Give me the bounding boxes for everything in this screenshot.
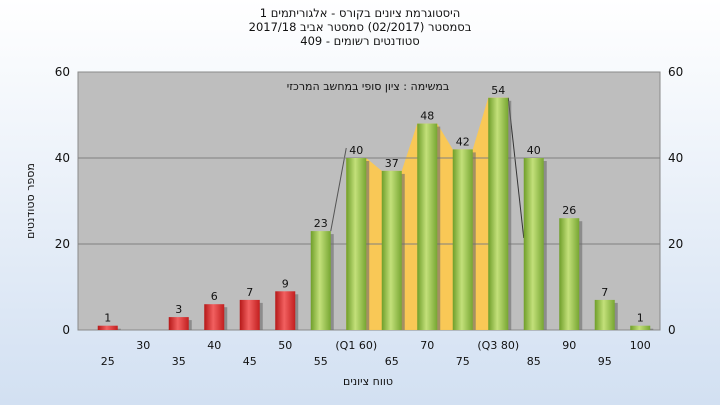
y-tick-label-left: 20 [55, 237, 70, 251]
bar-value-label: 1 [637, 312, 644, 325]
bar-value-label: 54 [491, 84, 505, 97]
bar-value-label: 9 [282, 277, 289, 290]
chart-title-line-1: היסטוגרמת ציונים בקורס - אלגוריתמים 1 [259, 6, 461, 20]
bar-value-label: 1 [104, 312, 111, 325]
y-tick-label-right: 40 [668, 151, 683, 165]
bar [97, 325, 118, 330]
chart-title-line-3: סטודנטים רשומים - 409 [300, 34, 420, 48]
y-axis-title: מספר סטודנטים [24, 163, 37, 239]
x-tick-label: 55 [314, 355, 328, 368]
bar-value-label: 40 [527, 144, 541, 157]
y-tick-label-left: 40 [55, 151, 70, 165]
x-tick-label: 90 [562, 339, 576, 352]
band-connector-left [330, 147, 347, 232]
x-tick-label: (Q3 80) [477, 339, 519, 352]
bar [630, 325, 651, 330]
bar-value-label: 7 [246, 286, 253, 299]
bar [452, 149, 473, 330]
x-tick-label: 85 [527, 355, 541, 368]
bar-value-label: 42 [456, 135, 470, 148]
chart-title-block: היסטוגרמת ציונים בקורס - אלגוריתמים 1 בס… [0, 6, 720, 48]
bar [417, 123, 438, 330]
x-tick-label: 100 [630, 339, 651, 352]
bar-value-label: 7 [601, 286, 608, 299]
bar-value-label: 48 [420, 110, 434, 123]
bar [239, 299, 260, 330]
bar-value-label: 23 [314, 217, 328, 230]
bar-value-label: 26 [562, 204, 576, 217]
bar [346, 158, 367, 330]
x-tick-label: 30 [136, 339, 150, 352]
x-tick-label: 95 [598, 355, 612, 368]
bar [204, 304, 225, 330]
bar-value-label: 37 [385, 157, 399, 170]
bar [488, 97, 509, 330]
y-tick-label-right: 60 [668, 65, 683, 79]
y-tick-label-right: 20 [668, 237, 683, 251]
y-tick-label-left: 60 [55, 65, 70, 79]
x-tick-label: 50 [278, 339, 292, 352]
x-tick-label: 70 [420, 339, 434, 352]
y-tick-label-right: 0 [668, 323, 676, 337]
x-tick-label: 75 [456, 355, 470, 368]
bar [275, 291, 296, 330]
bar [594, 299, 615, 330]
bar-value-label: 6 [211, 290, 218, 303]
x-tick-label: 45 [243, 355, 257, 368]
chart-title-line-2: בסמסטר (02/2017) סמסטר אביב 2017/18 [248, 20, 472, 34]
x-tick-label: 25 [101, 355, 115, 368]
bar-value-label: 40 [349, 144, 363, 157]
x-axis-title: טווח ציונים [343, 375, 393, 388]
x-tick-label: 65 [385, 355, 399, 368]
chart-annotation: במשימה : ציון סופי במחשב המרכזי [287, 80, 450, 93]
bar [559, 218, 580, 330]
x-tick-label: (Q1 60) [335, 339, 377, 352]
bar [168, 317, 189, 330]
bar-value-label: 3 [175, 303, 182, 316]
x-tick-label: 40 [207, 339, 221, 352]
bar [381, 170, 402, 330]
y-tick-label-left: 0 [62, 323, 70, 337]
bar [523, 158, 544, 330]
bar [310, 231, 331, 330]
x-tick-label: 35 [172, 355, 186, 368]
